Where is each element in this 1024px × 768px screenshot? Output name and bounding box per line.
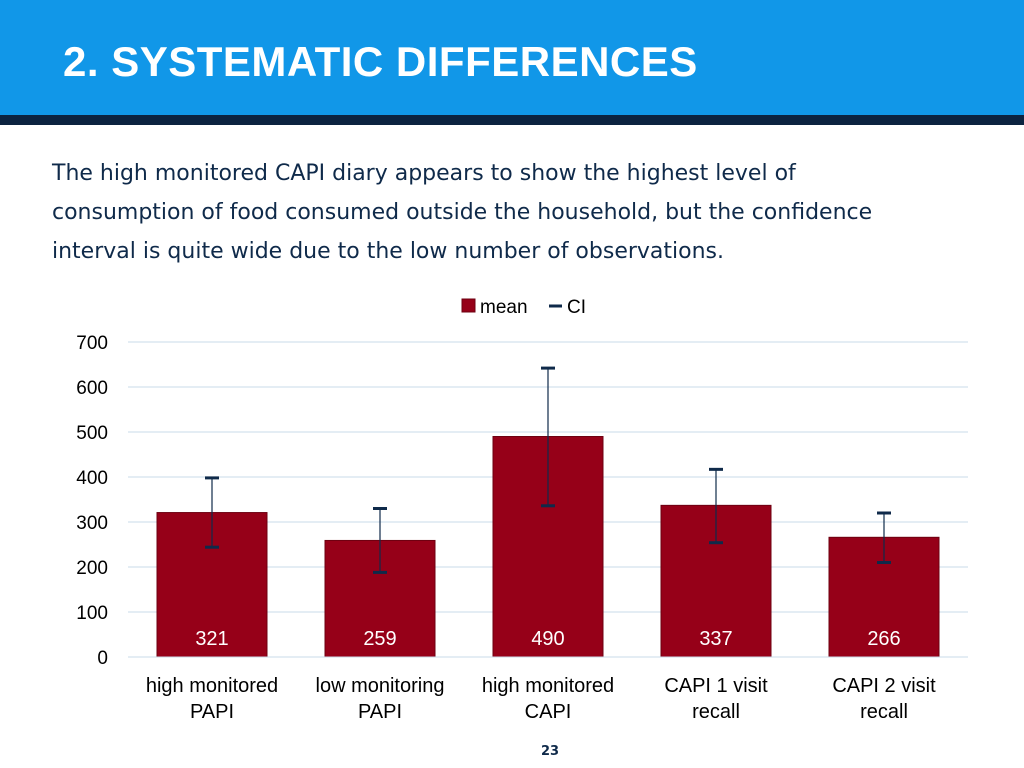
body-line-1: The high monitored CAPI diary appears to… — [52, 161, 796, 186]
bar-data-label: 337 — [699, 628, 732, 650]
page-number: 23 — [540, 744, 560, 759]
slide-title: 2. SYSTEMATIC DIFFERENCES — [63, 38, 698, 85]
bar-data-label: 490 — [531, 628, 564, 650]
header-rule — [0, 115, 1024, 125]
x-category-label: recall — [860, 701, 908, 723]
slide-header — [0, 0, 1024, 115]
x-category-label: high monitored — [482, 675, 614, 697]
x-category-label: low monitoring — [316, 675, 445, 697]
x-category-label: PAPI — [358, 701, 402, 723]
bar-chart: 0 100 200 300 400 500 600 700 321 high monitored P… — [76, 297, 968, 723]
x-category-label: CAPI 1 visit — [664, 675, 768, 697]
x-category-label: CAPI — [525, 701, 572, 723]
x-category-label: PAPI — [190, 701, 234, 723]
bar-data-label: 321 — [195, 628, 228, 650]
y-tick-label: 400 — [76, 468, 108, 489]
body-line-3: interval is quite wide due to the low nu… — [52, 239, 724, 264]
y-tick-label: 200 — [76, 558, 108, 579]
body-line-2: consumption of food consumed outside the… — [52, 200, 873, 225]
y-tick-label: 700 — [76, 333, 108, 354]
y-tick-label: 300 — [76, 513, 108, 534]
x-category-label: high monitored — [146, 675, 278, 697]
slide-body-text: The high monitored CAPI diary appears to… — [52, 154, 982, 271]
y-tick-label: 100 — [76, 603, 108, 624]
legend-mean-swatch — [461, 298, 476, 313]
bar-data-label: 259 — [363, 628, 396, 650]
y-tick-label: 0 — [97, 648, 108, 669]
y-tick-label: 600 — [76, 378, 108, 399]
legend-ci-label: CI — [567, 297, 586, 318]
x-category-label: CAPI 2 visit — [832, 675, 936, 697]
bar-data-label: 266 — [867, 628, 900, 650]
y-tick-label: 500 — [76, 423, 108, 444]
legend-mean-label: mean — [480, 297, 528, 318]
x-category-label: recall — [692, 701, 740, 723]
